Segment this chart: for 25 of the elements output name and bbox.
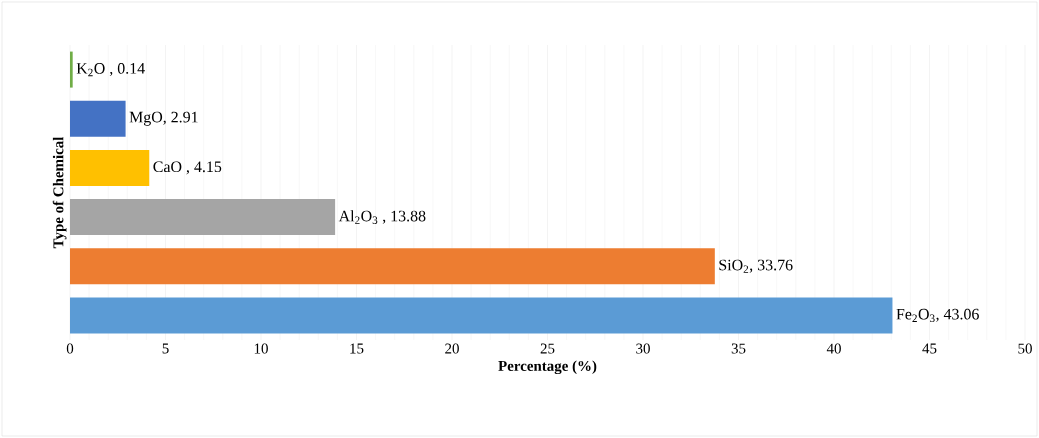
x-tick-label: 10 xyxy=(254,343,268,354)
data-label: K$_{2}$O , 0.14 xyxy=(76,63,145,77)
data-label: CaO , 4.15 xyxy=(153,161,222,175)
x-tick-label: 45 xyxy=(922,343,937,354)
bar xyxy=(70,297,893,334)
x-tick-label: 35 xyxy=(731,343,746,354)
x-tick-label: 30 xyxy=(636,343,650,354)
bar xyxy=(70,248,715,285)
x-tick-label: 5 xyxy=(162,343,169,354)
data-label: Al$_{2}$O$_{3}$ , 13.88 xyxy=(338,210,426,224)
x-tick-label: 40 xyxy=(826,343,841,354)
x-tick-label: 0 xyxy=(66,343,74,354)
bar xyxy=(70,100,126,137)
data-label: MgO, 2.91 xyxy=(129,111,198,126)
x-tick-label: 50 xyxy=(1018,343,1032,354)
x-axis-title: Percentage (%) xyxy=(498,360,597,375)
bar xyxy=(70,149,150,186)
y-axis-title: Type of Chemical xyxy=(52,136,67,249)
x-tick-label: 15 xyxy=(350,343,364,354)
x-tick-label: 20 xyxy=(445,343,459,354)
data-label: SiO$_{2}$, 33.76 xyxy=(719,259,793,273)
data-label: Fe$_{2}$O$_{3}$, 43.06 xyxy=(896,308,979,323)
bar xyxy=(70,51,73,88)
bar xyxy=(70,199,336,236)
x-tick-label: 25 xyxy=(540,343,555,354)
